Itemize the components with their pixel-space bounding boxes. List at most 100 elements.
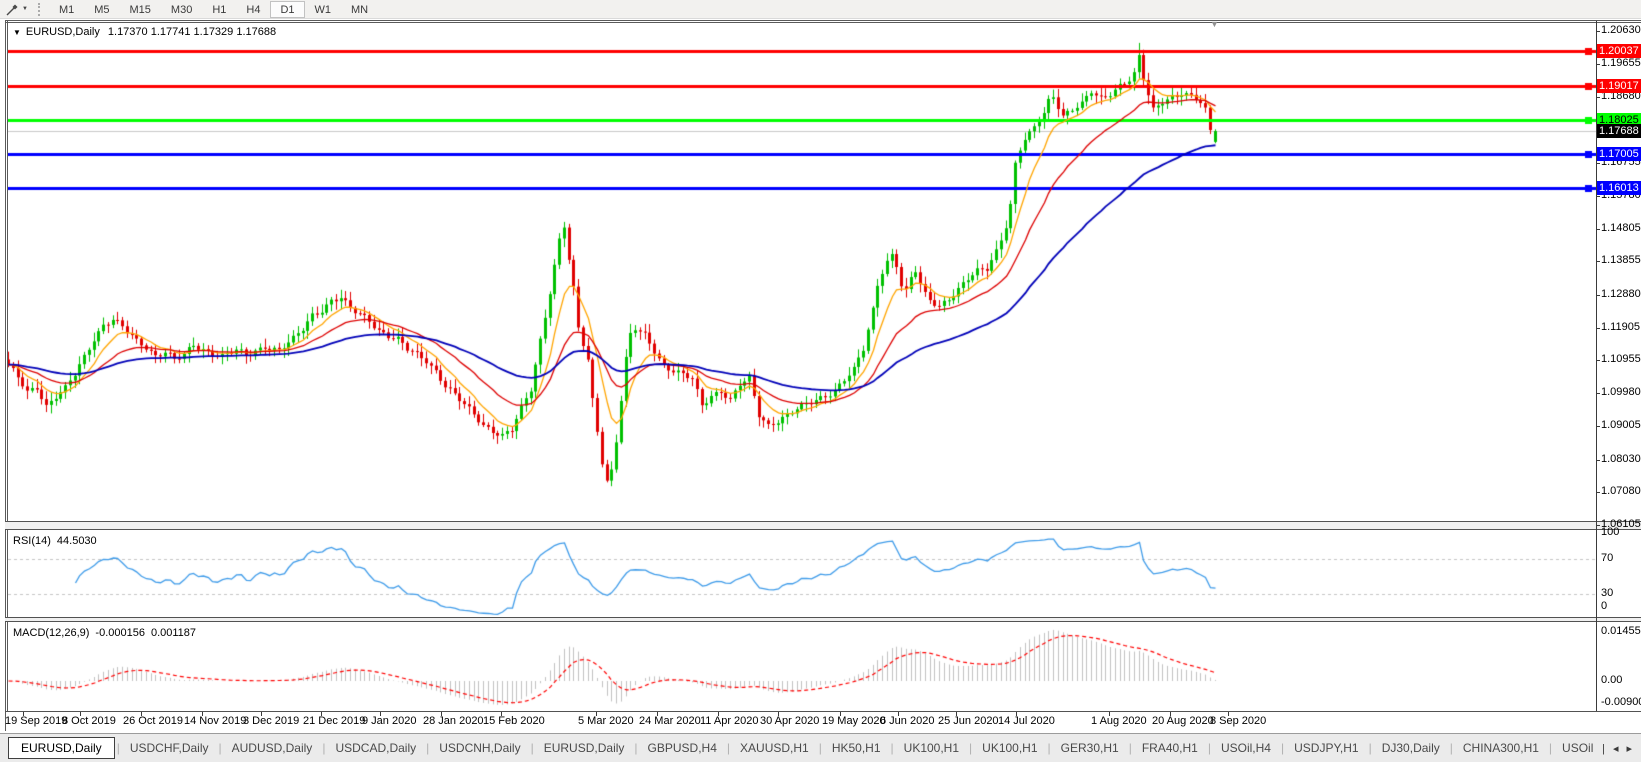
- rsi-axis-tick: 70: [1601, 552, 1614, 564]
- chart-tab-xauusd-h1[interactable]: XAUUSD,H1: [740, 741, 809, 755]
- tab-separator: |: [426, 741, 430, 755]
- chart-tab-dj30-daily[interactable]: DJ30,Daily: [1381, 741, 1440, 755]
- date-axis-label: 24 Mar 2020: [639, 715, 701, 727]
- date-axis-label: 28 Jan 2020: [423, 715, 484, 727]
- date-axis-label: 26 Oct 2019: [123, 715, 183, 727]
- chart-tab-usoil-h4[interactable]: USOil,H4: [1220, 741, 1271, 755]
- date-axis-label: 19 May 2020: [822, 715, 886, 727]
- date-axis-tickmark: [778, 712, 779, 716]
- crosshair-line-tool-icon[interactable]: [3, 1, 21, 18]
- timeframe-button-d1[interactable]: D1: [270, 0, 305, 18]
- date-axis-tickmark: [1109, 712, 1110, 716]
- timeframe-button-mn[interactable]: MN: [351, 3, 369, 16]
- macd-pane-canvas[interactable]: [8, 622, 1596, 711]
- price-axis-tickmark: [1596, 195, 1600, 197]
- rsi-indicator-value: 44.5030: [56, 535, 97, 547]
- rsi-indicator-name: RSI(14): [13, 535, 51, 547]
- tab-separator: |: [1449, 741, 1453, 755]
- chart-tab-usdcnh-daily[interactable]: USDCNH,Daily: [439, 741, 521, 755]
- timeframe-button-m15[interactable]: M15: [129, 3, 151, 16]
- chart-tab-china300-h1[interactable]: CHINA300,H1: [1462, 741, 1539, 755]
- price-axis-tickmark: [1596, 97, 1600, 99]
- date-axis-label: 11 Apr 2020: [700, 715, 759, 727]
- price-axis-tick: 1.14805: [1601, 222, 1641, 235]
- top-toolbar: ▼ M1 M5 M15 M30 H1 H4 D1 W1 MN: [0, 0, 1641, 19]
- date-axis-label: 21 Dec 2019: [303, 715, 366, 727]
- rsi-pane-canvas[interactable]: [8, 531, 1596, 617]
- chart-tab-audusd-daily[interactable]: AUDUSD,Daily: [231, 741, 313, 755]
- toolbar-grip[interactable]: [37, 2, 42, 16]
- macd-label: MACD(12,26,9) -0.000156 0.001187: [13, 627, 202, 639]
- tabs-scroll-left-icon[interactable]: ◂: [1612, 743, 1619, 755]
- chart-tab-eurusd-daily[interactable]: EURUSD,Daily: [543, 741, 625, 755]
- tab-separator: |: [1128, 741, 1132, 755]
- date-axis-tickmark: [1170, 712, 1171, 716]
- chart-tab-eurusd-daily[interactable]: EURUSD,Daily: [8, 737, 115, 759]
- chart-tab-usdcad-daily[interactable]: USDCAD,Daily: [335, 741, 417, 755]
- date-axis-label: 8 Oct 2019: [62, 715, 116, 727]
- tab-separator: |: [726, 741, 731, 755]
- date-axis-tickmark: [840, 712, 841, 716]
- date-axis-tickmark: [1228, 712, 1229, 716]
- chart-title: ▼ EURUSD,Daily 1.17370 1.17741 1.17329 1…: [13, 26, 276, 38]
- pane-divider-macd[interactable]: [5, 617, 1641, 622]
- tab-separator: |: [1602, 742, 1605, 755]
- hline-price-label: 1.17005: [1597, 147, 1641, 162]
- chart-shift-marker-icon[interactable]: ▼: [1210, 19, 1219, 29]
- timeframe-button-m1[interactable]: M1: [58, 3, 75, 16]
- chart-tab-uk100-h1[interactable]: UK100,H1: [903, 741, 960, 755]
- chart-tab-usdjpy-h1[interactable]: USDJPY,H1: [1294, 741, 1359, 755]
- price-axis-tick: 1.12880: [1601, 287, 1641, 300]
- timeframe-button-m30[interactable]: M30: [170, 3, 193, 16]
- timeframe-button-m5[interactable]: M5: [94, 3, 110, 16]
- date-axis-label: 30 Apr 2020: [760, 715, 820, 727]
- chart-tab-gbpusd-h4[interactable]: GBPUSD,H4: [647, 741, 717, 755]
- tab-separator: |: [818, 741, 822, 755]
- rsi-label: RSI(14) 44.5030: [13, 535, 103, 547]
- chart-title-caret-icon[interactable]: ▼: [13, 27, 21, 37]
- chart-tab-hk50-h1[interactable]: HK50,H1: [831, 741, 881, 755]
- price-axis-tickmark: [1596, 525, 1600, 526]
- price-axis-tickmark: [1596, 294, 1600, 296]
- tab-separator: |: [1047, 741, 1051, 755]
- tab-separator: |: [322, 741, 326, 755]
- tool-dropdown-caret-icon[interactable]: ▼: [22, 6, 28, 12]
- tab-separator: |: [890, 741, 894, 755]
- price-axis-tick: 1.13855: [1601, 254, 1641, 267]
- date-axis-label: 9 Jan 2020: [362, 715, 417, 727]
- macd-signal-value: 0.001187: [150, 627, 197, 639]
- date-axis-label: 14 Nov 2019: [184, 715, 247, 727]
- date-axis-tickmark: [380, 712, 381, 716]
- price-axis-tickmark: [1596, 327, 1600, 329]
- date-axis-tickmark: [956, 712, 957, 716]
- date-axis-label: 25 Jun 2020: [938, 715, 999, 727]
- pane-divider-rsi[interactable]: [5, 521, 1641, 530]
- chart-tab-uk100-h1[interactable]: UK100,H1: [982, 741, 1038, 755]
- date-axis-label: 19 Sep 2019: [5, 715, 68, 727]
- price-axis-tickmark: [1596, 393, 1600, 395]
- date-axis-label: 6 Jun 2020: [880, 715, 935, 727]
- chart-tab-fra40-h1[interactable]: FRA40,H1: [1141, 741, 1198, 755]
- date-axis-tickmark: [596, 712, 597, 716]
- tab-separator: |: [1368, 741, 1372, 755]
- timeframe-button-h4[interactable]: H4: [246, 3, 261, 16]
- price-axis-tick: 1.06105: [1601, 518, 1641, 530]
- price-axis-tickmark: [1596, 459, 1600, 461]
- date-axis-label: 15 Feb 2020: [483, 715, 545, 727]
- chart-tab-ger30-h1[interactable]: GER30,H1: [1060, 741, 1119, 755]
- chart-tab-usdchf-daily[interactable]: USDCHF,Daily: [129, 741, 209, 755]
- date-axis-line: [5, 711, 1641, 712]
- timeframe-button-h1[interactable]: H1: [212, 3, 227, 16]
- price-chart-canvas[interactable]: [8, 21, 1596, 521]
- tabs-scroll-right-icon[interactable]: ▸: [1626, 743, 1632, 755]
- rsi-axis-tick: 30: [1601, 587, 1614, 599]
- price-axis-tickmark: [1596, 261, 1600, 263]
- tab-separator: |: [1548, 741, 1553, 755]
- timeframe-button-w1[interactable]: W1: [314, 3, 332, 16]
- rsi-axis-tick: 0: [1601, 600, 1608, 612]
- tab-separator: |: [1207, 741, 1211, 755]
- hline-price-label: 1.16013: [1597, 181, 1641, 196]
- price-axis-tickmark: [1596, 491, 1600, 493]
- hline-price-label: 1.18025: [1597, 112, 1641, 127]
